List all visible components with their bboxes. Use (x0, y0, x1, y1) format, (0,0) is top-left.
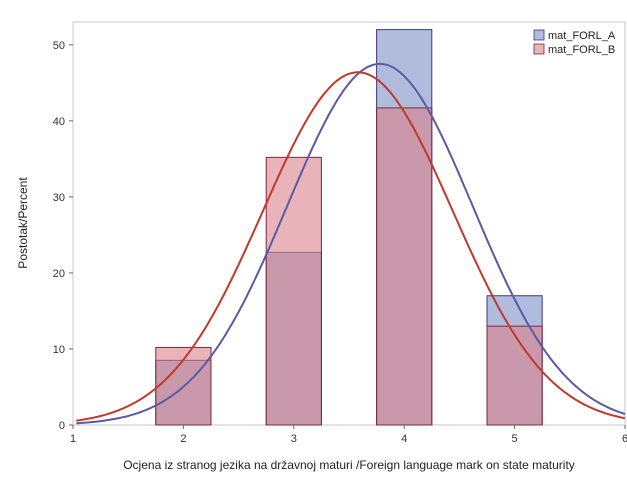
y-tick-label: 10 (53, 344, 65, 356)
x-tick-label: 1 (70, 433, 76, 445)
legend-label-mat-forl-b: mat_FORL_B (548, 44, 615, 56)
x-tick-label: 2 (180, 433, 186, 445)
normal-curve-mat-forl-a (76, 62, 626, 425)
legend-swatch-mat-forl-a (533, 29, 545, 41)
bar-mat-forl-b-5 (486, 325, 543, 426)
legend: mat_FORL_A mat_FORL_B (533, 29, 616, 56)
legend-label-mat-forl-a: mat_FORL_A (548, 30, 616, 42)
axes-layer: 1 2 3 4 5 6 0 10 20 30 40 50 (53, 40, 627, 445)
y-tick-label: 20 (53, 268, 65, 280)
x-tick-label: 4 (401, 433, 407, 445)
x-tick-label: 6 (622, 433, 627, 445)
bar-mat-forl-b-4 (376, 107, 433, 426)
x-axis-title: Ocjena iz stranog jezika na državnoj mat… (123, 458, 575, 472)
x-tick-label: 5 (512, 433, 518, 445)
x-tick-label: 3 (291, 433, 297, 445)
bar-mat-forl-b-3 (265, 156, 322, 426)
legend-swatch-mat-forl-b (533, 43, 545, 55)
y-axis-title: Postotak/Percent (16, 177, 30, 269)
y-tick-label: 50 (53, 40, 65, 52)
normal-curve-mat-forl-b (76, 71, 626, 422)
y-tick-label: 40 (53, 116, 65, 128)
y-tick-label: 0 (59, 420, 65, 432)
y-tick-label: 30 (53, 192, 65, 204)
curves-layer (76, 62, 626, 425)
